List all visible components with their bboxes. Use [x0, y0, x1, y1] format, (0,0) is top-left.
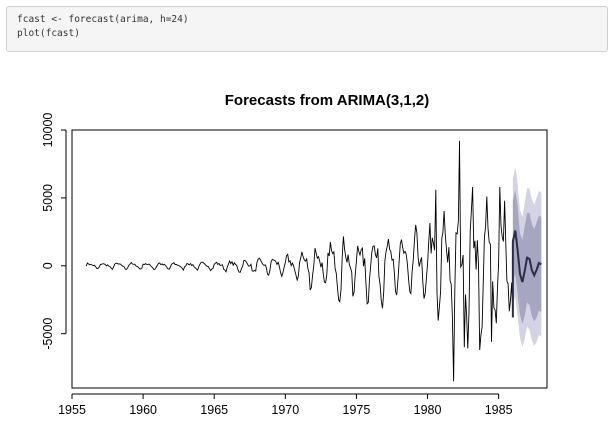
y-tick-label: 10000: [41, 113, 55, 148]
y-tick-label: 0: [41, 262, 55, 269]
chart-title: Forecasts from ARIMA(3,1,2): [225, 92, 430, 109]
plot-frame: [71, 129, 548, 389]
series-group: [85, 140, 542, 382]
x-tick-label: 1975: [343, 403, 371, 417]
x-tick-label: 1970: [271, 403, 299, 417]
code-line-plot: plot(fcast): [17, 28, 80, 39]
history-line: [85, 140, 514, 382]
x-tick-label: 1980: [414, 403, 442, 417]
y-axis: -5000 0 5000 10000: [41, 113, 67, 350]
x-tick-label: 1985: [485, 403, 513, 417]
code-block: fcast <- forecast(arima, h=24) plot(fcas…: [6, 6, 608, 52]
x-tick-label: 1965: [200, 403, 228, 417]
y-tick-label: 5000: [41, 184, 55, 212]
x-axis: 1955 1960 1965 1970 1975 1980 1985: [58, 393, 513, 417]
code-line-forecast: fcast <- forecast(arima, h=24): [17, 14, 189, 25]
x-tick-label: 1960: [129, 403, 157, 417]
forecast-mean-line: [511, 230, 542, 318]
y-tick-label: -5000: [41, 318, 55, 350]
x-tick-label: 1955: [58, 403, 86, 417]
